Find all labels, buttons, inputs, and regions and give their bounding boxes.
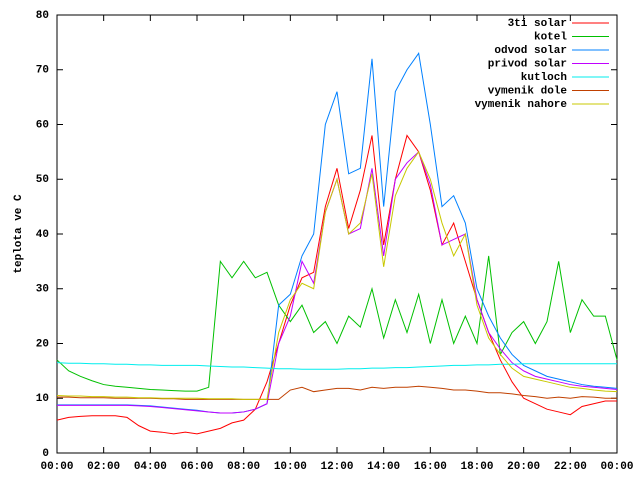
y-tick-label: 10 [36,393,49,405]
x-tick-label: 06:00 [180,461,213,473]
legend-label: odvod solar [494,45,567,57]
series-line [56,255,618,392]
x-tick-label: 12:00 [320,461,353,473]
legend-label: privod solar [488,58,567,70]
x-tick-label: 22:00 [554,461,587,473]
series-line [56,134,617,435]
legend-label: vymenik dole [488,85,568,97]
x-tick-label: 00:00 [600,461,633,473]
series-line [56,362,617,370]
y-tick-label: 20 [36,338,49,350]
y-tick-label: 0 [42,448,49,460]
y-tick-label: 40 [36,229,49,241]
y-tick-label: 80 [36,10,49,22]
y-tick-label: 70 [36,65,49,77]
y-tick-label: 60 [36,119,49,131]
series-line [57,52,618,414]
x-tick-label: 18:00 [460,461,493,473]
series-line [56,150,618,400]
legend-label: kotel [534,31,567,43]
series-line [57,385,617,400]
x-tick-label: 10:00 [274,461,307,473]
x-tick-label: 04:00 [134,461,167,473]
x-tick-label: 02:00 [87,461,120,473]
x-tick-label: 16:00 [414,461,447,473]
legend-label: 3ti solar [508,18,567,30]
legend-label: vymenik nahore [475,99,568,111]
x-tick-label: 20:00 [507,461,540,473]
y-tick-label: 50 [36,174,49,186]
x-tick-label: 08:00 [227,461,260,473]
x-tick-label: 00:00 [40,461,73,473]
legend-label: kutloch [521,72,567,84]
x-tick-label: 14:00 [367,461,400,473]
y-axis-label: teplota ve C [13,194,25,274]
y-tick-label: 30 [36,284,49,296]
